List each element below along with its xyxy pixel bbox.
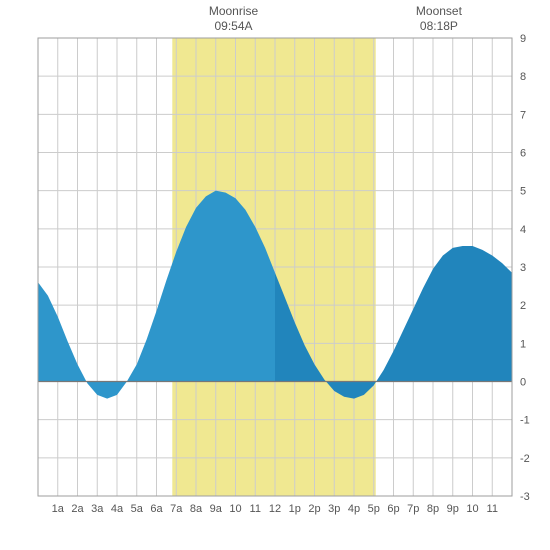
y-tick-label: -3 — [520, 491, 530, 503]
moonset-label: Moonset08:18P — [399, 4, 479, 34]
y-tick-label: 9 — [520, 33, 526, 45]
y-tick-label: 1 — [520, 338, 526, 350]
x-tick-label: 1p — [289, 503, 301, 515]
x-tick-label: 11 — [250, 503, 261, 515]
x-tick-label: 3a — [91, 503, 104, 515]
x-tick-label: 7a — [170, 503, 183, 515]
x-tick-label: 2a — [71, 503, 84, 515]
y-tick-label: 2 — [520, 300, 526, 312]
x-tick-label: 2p — [308, 503, 320, 515]
y-tick-label: 5 — [520, 186, 526, 198]
moonrise-label: Moonrise09:54A — [194, 4, 274, 34]
x-tick-label: 6p — [387, 503, 399, 515]
chart-svg: 1a2a3a4a5a6a7a8a9a1011121p2p3p4p5p6p7p8p… — [0, 0, 550, 550]
x-tick-label: 9a — [210, 503, 223, 515]
x-tick-label: 10 — [466, 503, 478, 515]
moonrise-title: Moonrise — [209, 4, 258, 18]
tide-chart: 1a2a3a4a5a6a7a8a9a1011121p2p3p4p5p6p7p8p… — [0, 0, 550, 550]
x-tick-label: 12 — [269, 503, 281, 515]
moonset-title: Moonset — [416, 4, 462, 18]
x-tick-label: 7p — [407, 503, 419, 515]
x-tick-label: 6a — [150, 503, 163, 515]
x-tick-label: 8p — [427, 503, 439, 515]
y-tick-label: 8 — [520, 71, 526, 83]
x-tick-label: 4p — [348, 503, 360, 515]
x-tick-label: 3p — [328, 503, 340, 515]
x-tick-label: 5a — [131, 503, 144, 515]
y-tick-label: 7 — [520, 109, 526, 121]
y-tick-label: 4 — [520, 224, 526, 236]
y-tick-label: 6 — [520, 148, 526, 160]
y-tick-label: -2 — [520, 453, 530, 465]
y-tick-label: 3 — [520, 262, 526, 274]
x-tick-label: 11 — [487, 503, 498, 515]
moonrise-time: 09:54A — [194, 19, 274, 34]
x-tick-label: 8a — [190, 503, 203, 515]
x-tick-label: 10 — [229, 503, 241, 515]
moonset-time: 08:18P — [399, 19, 479, 34]
x-tick-label: 9p — [447, 503, 459, 515]
y-tick-label: 0 — [520, 377, 526, 389]
x-tick-label: 4a — [111, 503, 124, 515]
x-tick-label: 1a — [52, 503, 65, 515]
y-tick-label: -1 — [520, 415, 530, 427]
x-tick-label: 5p — [368, 503, 380, 515]
